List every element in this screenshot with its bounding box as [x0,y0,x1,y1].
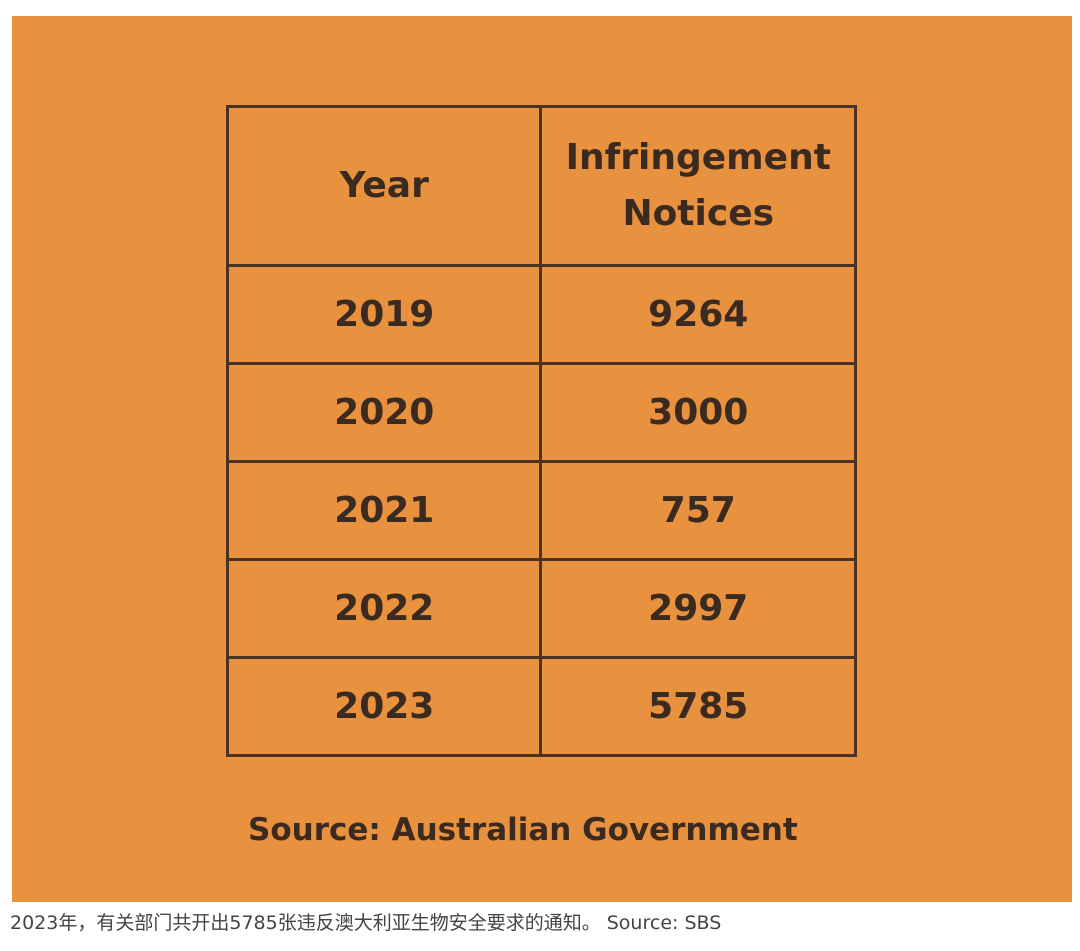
source-attribution: Source: Australian Government [248,812,798,848]
year-cell: 2019 [225,264,543,365]
image-caption: 2023年，有关部门共开出5785张违反澳大利亚生物安全要求的通知。 Sourc… [10,912,722,934]
table-header-row: Year Infringement Notices [225,105,857,267]
notices-cell: 757 [539,460,857,561]
table-row: 2019 9264 [225,264,857,365]
year-cell: 2022 [225,558,543,659]
notices-cell: 5785 [539,656,857,757]
table-row: 2020 3000 [225,362,857,463]
year-cell: 2021 [225,460,543,561]
table-row: 2023 5785 [225,656,857,757]
notices-cell: 2997 [539,558,857,659]
notices-cell: 3000 [539,362,857,463]
header-year: Year [225,105,543,267]
table-row: 2022 2997 [225,558,857,659]
year-cell: 2023 [225,656,543,757]
table-row: 2021 757 [225,460,857,561]
header-infringement-notices: Infringement Notices [539,105,857,267]
chart-panel: Year Infringement Notices 2019 9264 2020… [12,16,1072,902]
infringement-table: Year Infringement Notices 2019 9264 2020… [225,105,857,757]
notices-cell: 9264 [539,264,857,365]
year-cell: 2020 [225,362,543,463]
